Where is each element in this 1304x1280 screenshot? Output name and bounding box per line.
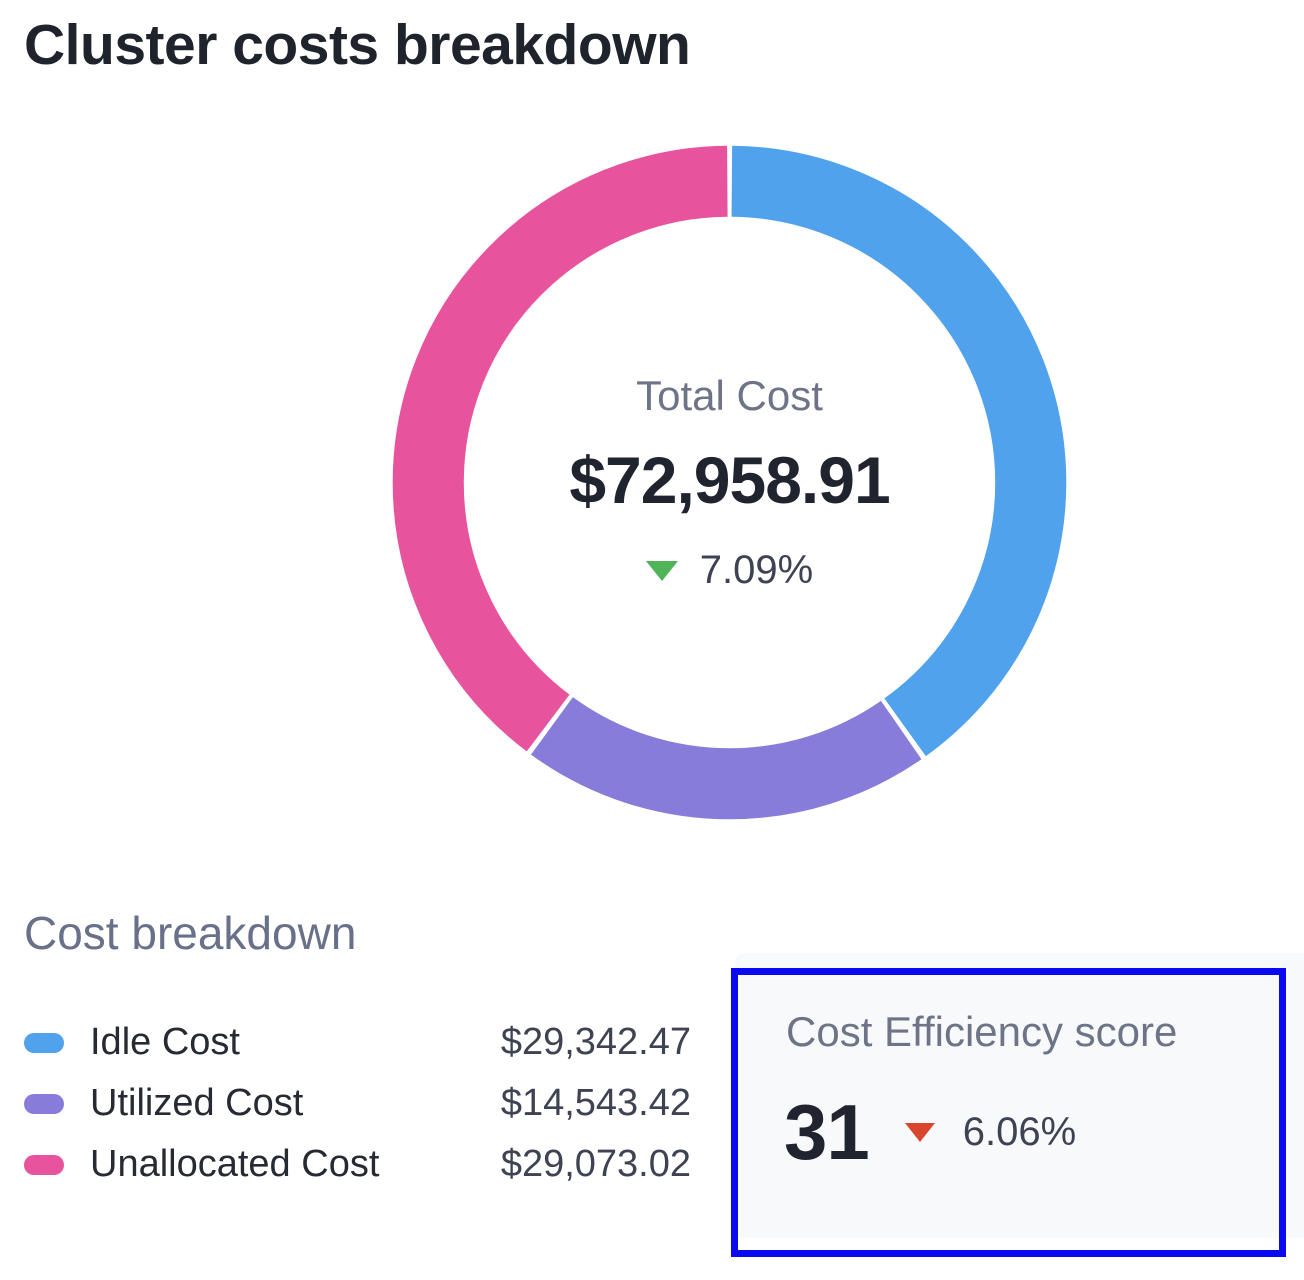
legend-value: $29,342.47 xyxy=(500,1021,691,1063)
utilized-cost-color-pill-icon xyxy=(24,1093,64,1114)
donut-chart-wrap: Total Cost $72,958.91 7.09% xyxy=(391,144,1068,821)
donut-segment-utilized-cost[interactable] xyxy=(392,145,1067,820)
donut-segment-idle-cost[interactable] xyxy=(392,145,1067,820)
donut-segment-unallocated-cost[interactable] xyxy=(392,145,1067,820)
unallocated-cost-color-pill-icon xyxy=(24,1154,64,1175)
legend-value: $29,073.02 xyxy=(500,1143,691,1185)
legend-value: $14,543.42 xyxy=(500,1082,691,1124)
legend-label: Unallocated Cost xyxy=(90,1143,380,1185)
cost-efficiency-card xyxy=(735,953,1304,1238)
cost-efficiency-label: Cost Efficiency score xyxy=(786,1008,1178,1055)
page-title: Cluster costs breakdown xyxy=(24,13,691,77)
idle-cost-color-pill-icon xyxy=(24,1032,64,1053)
cost-breakdown-heading: Cost breakdown xyxy=(24,907,357,959)
cost-efficiency-score-row: 31 6.06% xyxy=(784,1093,1076,1171)
triangle-down-icon xyxy=(904,1122,935,1142)
cost-efficiency-delta-value: 6.06% xyxy=(962,1109,1077,1154)
legend-label: Idle Cost xyxy=(90,1021,240,1063)
legend-label: Utilized Cost xyxy=(90,1082,304,1124)
donut-chart[interactable] xyxy=(391,144,1068,821)
legend-item-utilized-cost[interactable]: Utilized Cost $14,543.42 xyxy=(24,1073,691,1134)
legend-item-unallocated-cost[interactable]: Unallocated Cost $29,073.02 xyxy=(24,1134,691,1195)
legend-item-idle-cost[interactable]: Idle Cost $29,342.47 xyxy=(24,1012,691,1073)
cost-efficiency-score: 31 xyxy=(784,1088,870,1176)
cost-breakdown-legend: Idle Cost $29,342.47 Utilized Cost $14,5… xyxy=(24,1012,691,1195)
